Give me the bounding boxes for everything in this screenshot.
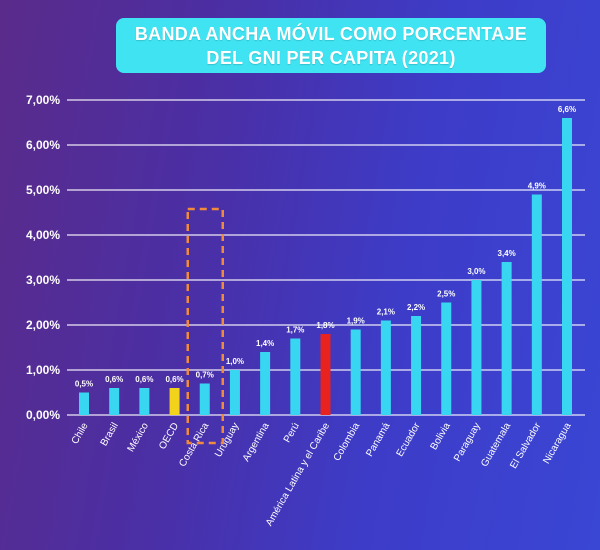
bar: [260, 352, 271, 415]
bar: [471, 280, 482, 415]
y-tick-label: 2,00%: [26, 318, 60, 332]
data-label: 1,4%: [256, 339, 274, 348]
data-label: 4,9%: [528, 182, 546, 191]
category-label: Nicaragua: [541, 421, 574, 466]
data-label: 2,2%: [407, 303, 425, 312]
bar: [139, 388, 150, 415]
y-tick-label: 6,00%: [26, 138, 60, 152]
bar: [562, 118, 572, 415]
bar: [79, 392, 89, 415]
data-label: 1,9%: [347, 317, 365, 326]
data-label: 3,4%: [498, 249, 516, 258]
category-label: El Salvador: [508, 420, 543, 470]
category-label: Panamá: [364, 421, 392, 459]
bar: [380, 320, 391, 415]
y-tick-label: 0,00%: [26, 408, 60, 422]
data-label: 0,5%: [75, 380, 93, 389]
highlight-box: [186, 207, 224, 445]
bar: [169, 388, 180, 415]
data-label: 0,6%: [135, 375, 153, 384]
data-label: 0,7%: [196, 371, 214, 380]
category-label: Costa Rica: [177, 421, 211, 469]
category-label: América Latina y el Caribe: [264, 421, 332, 528]
bar: [350, 329, 361, 415]
category-label: Guatemala: [479, 421, 513, 469]
data-label: 1,8%: [316, 321, 334, 330]
category-label: Ecuador: [395, 420, 423, 458]
y-tick-label: 5,00%: [26, 183, 60, 197]
data-label: 0,6%: [165, 375, 183, 384]
category-label: Colombia: [332, 421, 363, 463]
bar: [411, 316, 422, 415]
data-label: 2,5%: [437, 290, 455, 299]
chart-title: BANDA ANCHA MÓVIL COMO PORCENTAJE DEL GN…: [116, 18, 546, 73]
chart-title-line-1: BANDA ANCHA MÓVIL COMO PORCENTAJE: [134, 23, 528, 44]
bar: [501, 262, 512, 415]
y-tick-label: 7,00%: [26, 93, 60, 107]
category-label: Perú: [282, 421, 302, 445]
category-label: Uruguay: [213, 421, 241, 459]
data-label: 1,0%: [226, 357, 244, 366]
y-tick-label: 3,00%: [26, 273, 60, 287]
bar: [441, 302, 452, 415]
data-label: 1,7%: [286, 326, 304, 335]
category-label: Chile: [70, 421, 91, 447]
y-tick-label: 1,00%: [26, 363, 60, 377]
category-label: Argentina: [241, 421, 272, 464]
data-label: 3,0%: [467, 267, 485, 276]
y-tick-label: 4,00%: [26, 228, 60, 242]
bar: [531, 194, 542, 415]
bar: [199, 383, 210, 415]
category-label: Bolivia: [429, 421, 453, 452]
data-label: 6,6%: [558, 105, 576, 114]
data-label: 0,6%: [105, 375, 123, 384]
category-label: Paraguay: [452, 421, 483, 464]
bar: [320, 334, 331, 415]
category-label: Brasil: [99, 421, 121, 448]
category-label: México: [126, 421, 152, 454]
bar: [229, 370, 240, 415]
category-label: OECD: [157, 421, 181, 452]
data-label: 2,1%: [377, 308, 395, 317]
bar: [290, 338, 301, 415]
bar: [109, 388, 120, 415]
chart-title-line-2: DEL GNI PER CAPITA (2021): [206, 47, 456, 68]
